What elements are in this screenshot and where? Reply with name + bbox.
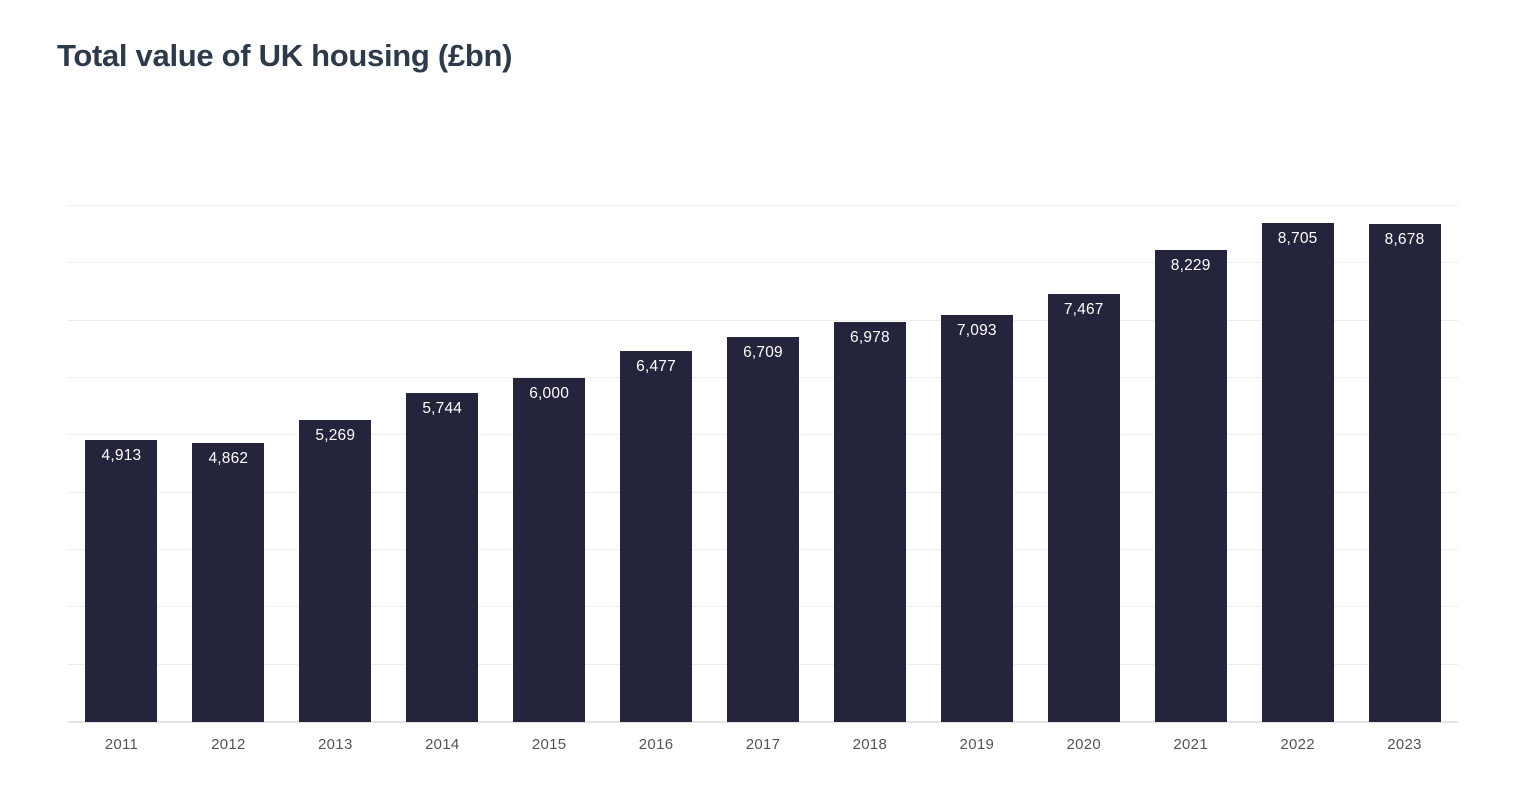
bar-slot: 8,705 bbox=[1244, 206, 1351, 722]
bar-2017: 6,709 bbox=[726, 337, 799, 722]
x-axis-label-2016: 2016 bbox=[638, 736, 674, 753]
bar-slot: 6,978 bbox=[816, 206, 923, 722]
x-axis-label-2017: 2017 bbox=[745, 736, 781, 753]
bar-2021: 8,229 bbox=[1154, 250, 1227, 722]
bar-value-label: 6,477 bbox=[636, 357, 676, 375]
bar-2015: 6,000 bbox=[513, 378, 586, 722]
bar-value-label: 6,978 bbox=[850, 328, 890, 346]
bar-slot: 8,229 bbox=[1137, 206, 1244, 722]
bar-value-label: 4,913 bbox=[101, 447, 142, 465]
x-axis-label-2018: 2018 bbox=[852, 736, 888, 753]
bar-2022: 8,705 bbox=[1261, 222, 1334, 722]
bar-2018: 6,978 bbox=[833, 321, 906, 722]
bar-slot: 5,269 bbox=[282, 206, 389, 722]
bar-2019: 7,093 bbox=[940, 315, 1013, 722]
gridline bbox=[68, 205, 1458, 206]
bar-value-label: 5,269 bbox=[315, 426, 356, 444]
gridline bbox=[68, 319, 1458, 321]
bar-value-label: 8,678 bbox=[1384, 231, 1425, 249]
bar-slot: 6,709 bbox=[710, 206, 817, 722]
bar-series: 4,913 4,862 5,269 5,744 6,000 6,477 6,709 6,978… bbox=[68, 206, 1458, 722]
x-axis-label-2022: 2022 bbox=[1280, 736, 1315, 753]
chart-title: Total value of UK housing (£bn) bbox=[57, 38, 513, 73]
x-axis-label-2020: 2020 bbox=[1066, 736, 1102, 753]
bar-2011: 4,913 bbox=[85, 440, 158, 722]
bar-2012: 4,862 bbox=[192, 443, 265, 722]
bar-2016: 6,477 bbox=[620, 350, 693, 722]
bar-slot: 6,000 bbox=[496, 206, 603, 722]
bar-slot: 7,093 bbox=[923, 206, 1030, 722]
bar-slot: 4,862 bbox=[175, 206, 282, 722]
x-axis-label-2014: 2014 bbox=[424, 736, 460, 753]
bar-slot: 5,744 bbox=[389, 206, 496, 722]
plot-area: 4,913 4,862 5,269 5,744 6,000 6,477 6,709 6,978… bbox=[68, 205, 1458, 723]
gridline bbox=[68, 262, 1458, 264]
x-axis-label-2023: 2023 bbox=[1387, 736, 1422, 753]
x-axis-label-2013: 2013 bbox=[318, 736, 353, 753]
bar-value-label: 7,467 bbox=[1063, 300, 1104, 318]
x-axis-label-2019: 2019 bbox=[959, 736, 995, 753]
x-axis-label-2015: 2015 bbox=[531, 736, 567, 753]
bar-slot: 6,477 bbox=[603, 206, 710, 722]
bar-value-label: 4,862 bbox=[208, 450, 249, 468]
bar-value-label: 8,229 bbox=[1170, 257, 1211, 275]
bar-value-label: 6,000 bbox=[529, 385, 570, 402]
x-axis-labels: 2011 2012 2013 2014 2015 2016 2017 2018 2019 2020… bbox=[68, 736, 1458, 753]
bar-slot: 8,678 bbox=[1351, 206, 1458, 722]
x-axis-label-2021: 2021 bbox=[1173, 736, 1208, 753]
bar-value-label: 8,705 bbox=[1277, 229, 1318, 247]
bar-slot: 7,467 bbox=[1030, 206, 1137, 722]
bar-2023: 8,678 bbox=[1368, 224, 1441, 722]
bar-slot: 4,913 bbox=[68, 206, 175, 722]
bar-value-label: 7,093 bbox=[956, 322, 997, 340]
bar-2013: 5,269 bbox=[299, 419, 372, 722]
bar-2020: 7,467 bbox=[1047, 293, 1120, 722]
bar-value-label: 5,744 bbox=[422, 399, 463, 417]
bar-value-label: 6,709 bbox=[743, 344, 783, 362]
x-axis-label-2011: 2011 bbox=[104, 736, 139, 753]
bar-2014: 5,744 bbox=[406, 392, 479, 722]
x-axis-label-2012: 2012 bbox=[211, 736, 246, 753]
x-axis-line bbox=[68, 721, 1458, 723]
